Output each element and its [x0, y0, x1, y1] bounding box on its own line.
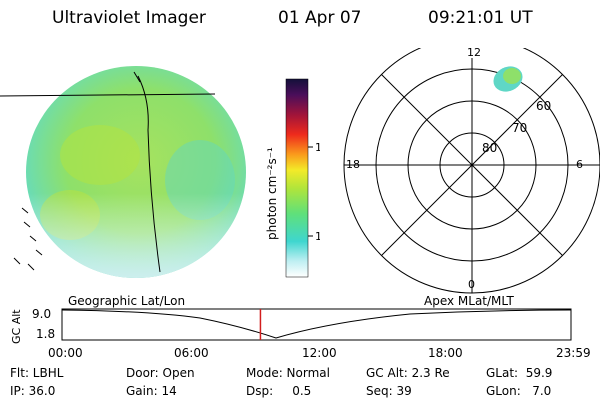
timeline-x-tick-0000: 00:00 — [48, 346, 83, 360]
info-door: Door: Open — [126, 366, 195, 380]
timeline-x-tick-2359: 23:59 — [556, 346, 591, 360]
longitude-line — [137, 75, 161, 273]
timeline-left-title: Geographic Lat/Lon — [68, 294, 186, 308]
timeline-axis-label: GC Alt — [10, 309, 23, 344]
latitude-line — [0, 93, 216, 97]
timeline-right-title: Apex MLat/MLT — [424, 294, 514, 308]
info-filter: Flt: LBHL — [10, 366, 64, 380]
auroral-spot — [493, 66, 523, 92]
lat-label-60: 60 — [536, 99, 551, 113]
info-gc-alt: GC Alt: 2.3 Re — [366, 366, 450, 380]
timeline-y-tick-top: 9.0 — [32, 307, 51, 321]
altitude-timeline: GC Alt 9.0 1.8 — [10, 307, 572, 344]
timeline-y-tick-bottom: 1.8 — [36, 327, 55, 341]
imager-title: Ultraviolet Imager — [52, 8, 206, 28]
info-glon: GLon: 7.0 — [486, 384, 552, 398]
mlt-label-18: 18 — [346, 158, 360, 171]
color-scale-bar: 100 10 photon cm⁻²s⁻¹ — [265, 78, 320, 278]
mlt-label-6: 6 — [576, 158, 583, 171]
colorbar-tick-100: 100 — [315, 141, 320, 154]
colorbar-unit-label: photon cm⁻²s⁻¹ — [265, 147, 279, 240]
info-gain: Gain: 14 — [126, 384, 177, 398]
uv-image-panel — [0, 66, 246, 278]
timeline-x-tick-1800: 18:00 — [428, 346, 463, 360]
timeline-frame — [61, 308, 572, 341]
altitude-curve — [61, 309, 572, 339]
timeline-x-tick-0600: 06:00 — [174, 346, 209, 360]
lat-label-70: 70 — [512, 121, 527, 135]
timeline-x-tick-1200: 12:00 — [302, 346, 337, 360]
mlt-label-0: 0 — [468, 278, 475, 291]
mlt-label-12: 12 — [467, 48, 481, 59]
info-seq: Seq: 39 — [366, 384, 412, 398]
image-time: 09:21:01 UT — [428, 8, 533, 28]
image-date: 01 Apr 07 — [278, 8, 362, 28]
info-mode: Mode: Normal — [246, 366, 330, 380]
info-ip: IP: 36.0 — [10, 384, 56, 398]
info-glat: GLat: 59.9 — [486, 366, 553, 380]
edge-ticks — [13, 207, 43, 271]
lat-label-80: 80 — [482, 141, 497, 155]
info-dsp: Dsp: 0.5 — [246, 384, 312, 398]
polar-mlt-plot: 12 18 6 0 60 70 80 — [343, 48, 600, 294]
colorbar-tick-10: 10 — [315, 230, 320, 243]
